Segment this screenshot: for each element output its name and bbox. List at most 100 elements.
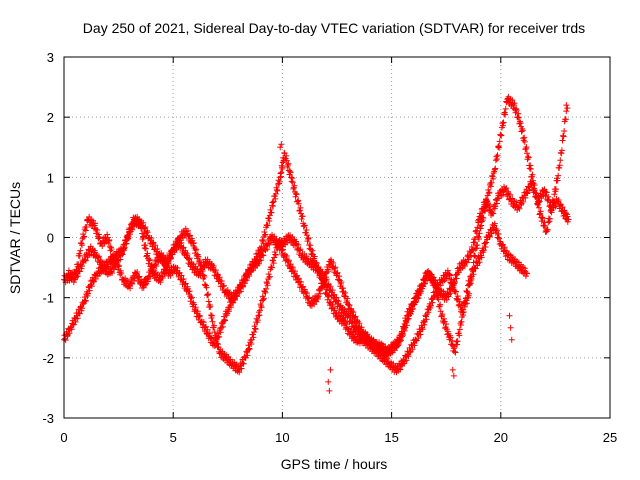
trace-marker [484,199,491,206]
trace-marker [285,257,292,264]
trace-marker [246,271,253,278]
trace-marker [476,259,483,266]
trace-marker [444,267,451,274]
data-point [524,150,531,157]
trace-marker [521,138,528,145]
trace-marker [212,267,219,274]
trace-marker [254,256,261,263]
trace-marker [511,100,518,107]
trace-marker [140,219,147,226]
trace-marker [188,294,195,301]
trace-marker [478,254,485,261]
trace-marker [243,274,250,281]
trace-marker [252,326,259,333]
trace-marker [325,292,332,299]
trace-marker [523,144,530,151]
trace-marker [88,283,95,290]
trace-marker [298,215,305,222]
trace-marker [203,284,210,291]
trace-marker [539,214,546,221]
trace-marker [256,251,263,258]
outlier-point [563,102,570,109]
trace-marker [258,302,265,309]
trace-marker [558,208,565,215]
trace-marker [512,109,519,116]
trace-marker [293,190,300,197]
trace-marker [153,262,160,269]
x-tick-label: 20 [494,430,508,445]
trace-marker [222,317,229,324]
trace-marker [491,220,498,227]
trace-marker [333,272,340,279]
trace-marker [531,187,538,194]
trace-marker [453,275,460,282]
trace-marker [311,253,318,260]
trace-marker [259,252,266,259]
trace-marker [498,132,505,139]
trace-marker [561,127,568,134]
trace-marker [76,252,83,259]
trace-marker [526,184,533,191]
trace-marker [82,297,89,304]
trace-marker [140,234,147,241]
trace-marker [501,244,508,251]
trace-marker [313,260,320,267]
trace-marker [252,325,259,332]
trace-marker [537,208,544,215]
trace-marker [180,244,187,251]
trace-marker [210,263,217,270]
trace-marker [295,275,302,282]
trace-marker [499,122,506,129]
trace-marker [214,341,221,348]
trace-marker [515,114,522,121]
trace-marker [197,262,204,269]
trace-marker [201,273,208,280]
trace-marker [194,308,201,315]
y-tick-label: 0 [47,231,54,246]
trace-marker [73,274,80,281]
trace-marker [160,256,167,263]
trace-marker [125,235,132,242]
trace-marker [397,334,404,341]
trace-marker [413,295,420,302]
trace-marker [477,210,484,217]
trace-marker [536,204,543,211]
trace-marker [158,253,165,260]
trace-marker [495,143,502,150]
trace-marker [105,261,112,268]
trace-marker [260,252,267,259]
trace-marker [483,197,490,204]
trace-marker [527,165,534,172]
trace-marker [246,345,253,352]
trace-marker [184,250,191,257]
trace-marker [174,242,181,249]
trace-marker [299,213,306,220]
trace-marker [211,322,218,329]
trace-marker [545,219,552,226]
trace-marker [421,280,428,287]
trace-marker [121,245,128,252]
trace-marker [228,304,235,311]
trace-marker [119,251,126,258]
outlier-point [508,336,515,343]
trace-marker [260,240,267,247]
trace-marker [134,268,141,275]
trace-marker [190,239,197,246]
trace-marker [108,245,115,252]
trace-marker [305,235,312,242]
trace-marker [147,273,154,280]
trace-marker [519,127,526,134]
trace-marker [463,288,470,295]
trace-marker [397,366,404,373]
trace-marker [80,234,87,241]
trace-marker [178,272,185,279]
y-axis-label: SDTVAR / TECUs [7,182,23,294]
trace-marker [531,181,538,188]
trace-marker [412,299,419,306]
trace-marker [268,209,275,216]
trace-marker [548,206,555,213]
trace-marker [252,259,259,266]
trace-marker [86,287,93,294]
trace-marker [293,191,300,198]
trace-marker [487,183,494,190]
